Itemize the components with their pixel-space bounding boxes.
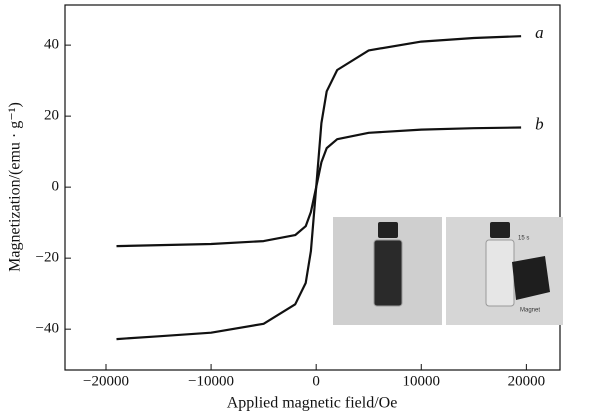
y-axis-label: Magnetization/(emu · g⁻¹)	[7, 102, 24, 272]
x-tick-label: 0	[312, 373, 320, 389]
y-tick-label: −20	[36, 250, 59, 266]
x-tick-label: 20000	[508, 373, 546, 389]
x-tick-label: −10000	[188, 373, 234, 389]
x-tick-label: −20000	[83, 373, 129, 389]
series-label: a	[535, 23, 544, 42]
y-tick-label: 0	[52, 179, 60, 195]
series-label: b	[535, 114, 544, 133]
inset-label: 15 s	[518, 236, 529, 242]
y-tick-label: 20	[44, 108, 59, 124]
curve	[116, 126, 522, 248]
x-tick-label: 10000	[403, 373, 441, 389]
x-axis-label: Applied magnetic field/Oe	[227, 395, 398, 412]
y-tick-label: 40	[44, 37, 59, 53]
inset-photo: 15 s Magnet	[333, 217, 563, 325]
bottle-cap	[378, 222, 398, 238]
inset-label: Magnet	[520, 308, 540, 314]
magnet	[512, 256, 550, 300]
bottle	[485, 239, 515, 307]
bottle	[373, 239, 403, 307]
photo-divider	[442, 217, 446, 325]
y-tick-label: −40	[36, 321, 59, 337]
bottle-cap	[490, 222, 510, 238]
